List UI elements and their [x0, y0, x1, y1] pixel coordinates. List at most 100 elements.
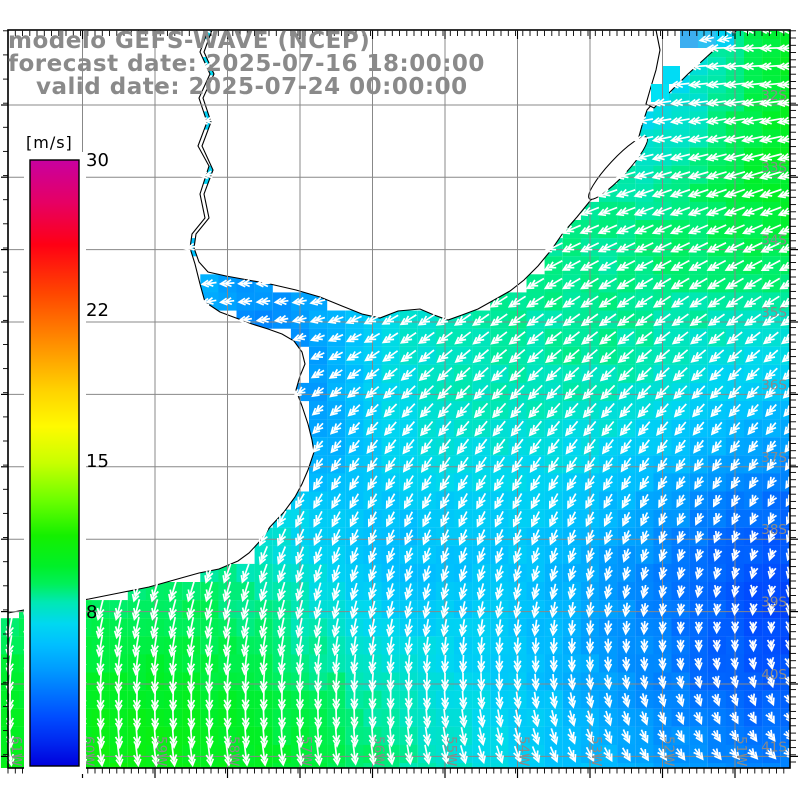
wind-arrow	[508, 331, 526, 345]
wind-arrow	[295, 528, 305, 547]
wind-arrow	[690, 367, 706, 382]
wind-arrow	[205, 706, 214, 731]
wind-arrow	[476, 727, 486, 747]
wind-arrow	[749, 548, 759, 562]
wind-arrow	[474, 420, 488, 437]
wind-arrow	[510, 420, 524, 437]
wind-arrow	[748, 476, 759, 490]
wave-cell	[680, 30, 698, 48]
wind-arrow	[531, 673, 540, 692]
wave-cell	[780, 708, 790, 727]
wind-arrow	[349, 529, 360, 546]
wind-arrow	[712, 494, 723, 508]
wind-arrow	[259, 707, 268, 731]
wind-arrow	[512, 529, 523, 546]
wind-arrow	[422, 583, 432, 601]
wind-arrow	[598, 313, 617, 327]
wind-arrow	[585, 746, 595, 763]
wind-arrow	[476, 547, 486, 564]
wind-arrow	[404, 583, 414, 601]
wind-arrow	[747, 711, 757, 725]
wind-arrow	[313, 564, 323, 583]
wave-cell	[164, 763, 183, 768]
wind-arrow	[585, 565, 595, 582]
wave-cell	[780, 654, 790, 673]
wind-arrow	[401, 403, 416, 418]
wind-arrow	[633, 134, 654, 144]
wind-arrow	[349, 475, 360, 491]
latitude-label: 33S	[761, 160, 787, 176]
wind-arrow	[603, 548, 614, 564]
wind-arrow	[383, 403, 398, 418]
wind-arrow	[621, 711, 631, 727]
wind-arrow	[314, 743, 323, 767]
wind-arrow	[472, 313, 490, 327]
wind-arrow	[585, 674, 595, 691]
wind-arrow	[687, 98, 709, 107]
wind-arrow	[458, 745, 468, 765]
wind-arrow	[544, 295, 563, 308]
wind-arrow	[549, 583, 559, 601]
wind-arrow	[549, 601, 559, 619]
wind-arrow	[331, 564, 341, 583]
wind-arrow	[384, 439, 397, 455]
wind-arrow	[531, 547, 541, 564]
wind-arrow	[741, 116, 764, 126]
wind-arrow	[766, 440, 777, 454]
wind-arrow	[657, 711, 667, 726]
wind-arrow	[349, 618, 359, 638]
wind-arrow	[747, 729, 758, 743]
wind-arrow	[597, 206, 618, 217]
wind-arrow	[723, 152, 746, 162]
wind-arrow	[675, 675, 685, 690]
wave-cell	[399, 763, 418, 768]
wind-arrow	[561, 224, 582, 235]
wind-arrow	[669, 206, 691, 217]
wind-arrow	[652, 98, 672, 107]
wind-arrow	[622, 584, 632, 600]
wind-arrow	[204, 599, 214, 621]
wind-arrow	[458, 690, 468, 711]
wind-arrow	[381, 332, 399, 344]
wind-arrow	[743, 295, 762, 308]
wind-arrow	[658, 639, 667, 654]
wind-arrow	[294, 493, 305, 510]
wind-arrow	[114, 652, 123, 677]
wind-arrow	[347, 404, 361, 417]
wind-arrow	[529, 438, 542, 455]
wind-arrow	[603, 728, 613, 745]
latitude-label: 37S	[761, 450, 787, 466]
wind-arrow	[652, 277, 672, 290]
wind-arrow	[312, 422, 324, 435]
wind-arrow	[404, 618, 414, 638]
wind-arrow	[764, 403, 777, 418]
wind-arrow	[457, 474, 469, 492]
wind-arrow	[402, 438, 415, 455]
wind-arrow	[694, 621, 704, 635]
wind-arrow	[349, 636, 359, 657]
wind-arrow	[634, 277, 654, 290]
wind-arrow	[181, 242, 200, 252]
wind-arrow	[367, 583, 378, 601]
wind-arrow	[295, 725, 305, 749]
wind-arrow	[652, 259, 672, 271]
wind-arrow	[276, 564, 287, 584]
wave-cell	[762, 30, 781, 40]
wind-arrow	[582, 402, 597, 419]
wind-arrow	[543, 259, 563, 271]
wind-arrow	[639, 711, 649, 726]
wind-arrow	[404, 654, 413, 675]
wind-arrow	[758, 62, 782, 71]
wind-arrow	[440, 529, 450, 546]
wind-arrow	[169, 742, 178, 768]
wind-arrow	[562, 331, 581, 345]
wind-arrow	[749, 530, 759, 544]
wind-arrow	[240, 563, 250, 584]
wind-arrow	[731, 602, 740, 617]
wind-arrow	[350, 743, 359, 766]
wind-arrow	[313, 511, 323, 528]
wind-arrow	[399, 331, 417, 344]
wind-arrow	[531, 583, 541, 601]
